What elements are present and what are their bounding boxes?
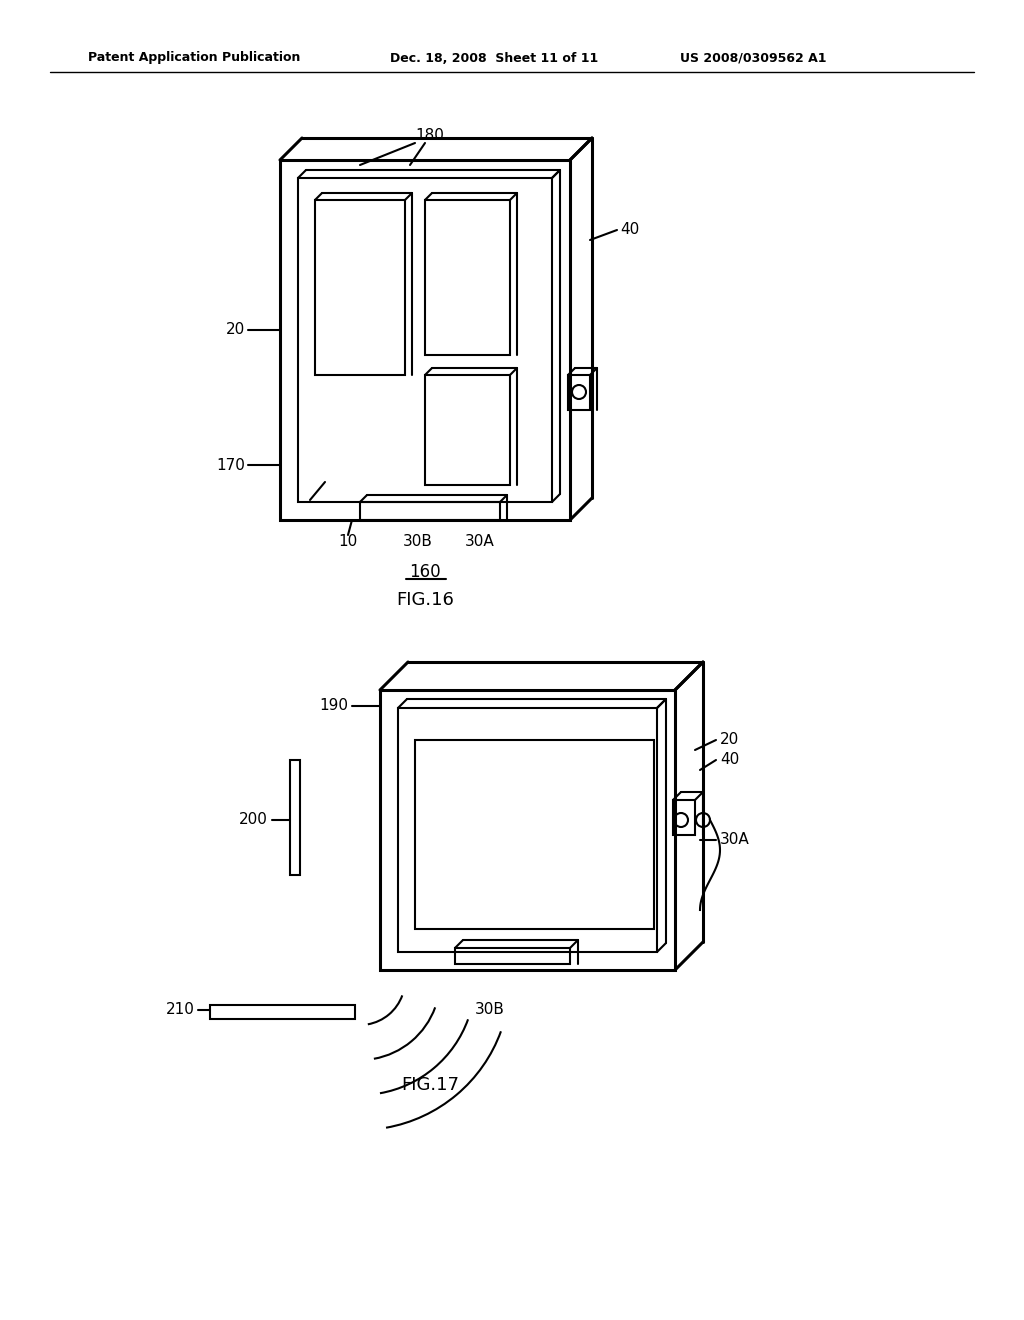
Bar [210,1005,355,1019]
Bar [425,201,510,355]
Bar [280,160,570,520]
Bar [315,201,406,375]
Text: 40: 40 [720,752,739,767]
Text: 160: 160 [410,564,440,581]
Bar [673,800,695,836]
Text: 30A: 30A [465,535,495,549]
Text: 190: 190 [319,698,348,714]
Bar [568,375,590,411]
Bar [455,948,570,964]
Text: 20: 20 [225,322,245,338]
Text: 170: 170 [216,458,245,473]
Text: 30B: 30B [403,535,433,549]
Text: Dec. 18, 2008  Sheet 11 of 11: Dec. 18, 2008 Sheet 11 of 11 [390,51,598,65]
Text: 200: 200 [240,813,268,828]
Bar [415,741,654,929]
Bar [398,708,657,952]
Text: FIG.17: FIG.17 [401,1076,459,1094]
Text: 40: 40 [620,223,639,238]
Bar [290,760,300,875]
Bar [360,502,500,520]
Text: 210: 210 [166,1002,195,1018]
Text: 20: 20 [720,733,739,747]
Text: 30A: 30A [720,833,750,847]
Bar [380,690,675,970]
Text: 180: 180 [416,128,444,144]
Bar [425,375,510,484]
Text: US 2008/0309562 A1: US 2008/0309562 A1 [680,51,826,65]
Text: Patent Application Publication: Patent Application Publication [88,51,300,65]
Text: 30B: 30B [475,1002,505,1018]
Bar [298,178,552,502]
Text: 10: 10 [338,535,357,549]
Text: FIG.16: FIG.16 [396,591,454,609]
